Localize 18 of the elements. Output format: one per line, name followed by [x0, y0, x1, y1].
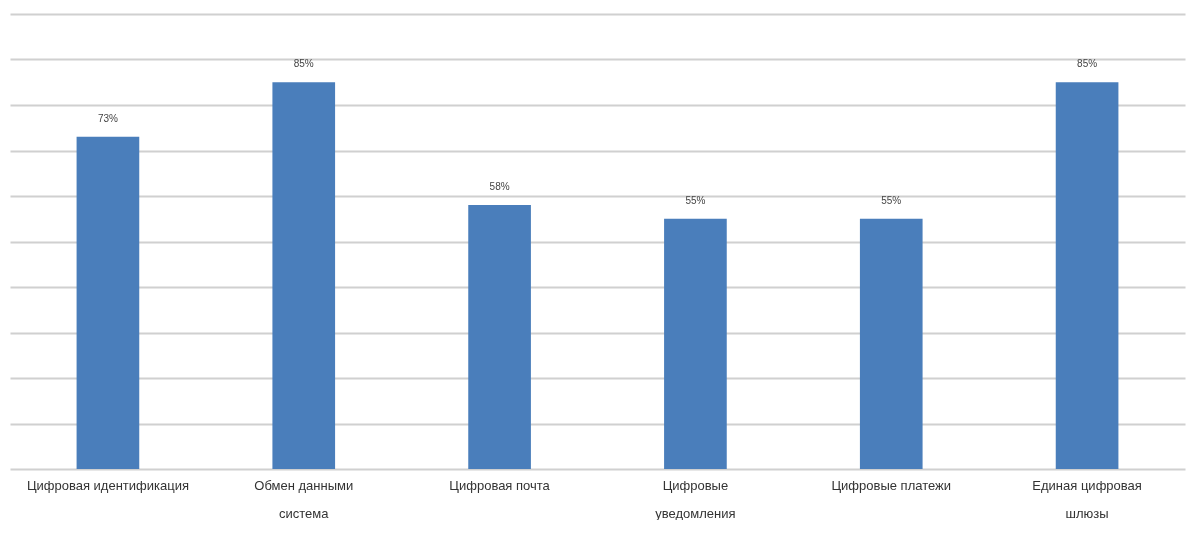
bar: [664, 218, 727, 469]
x-tick-label: Цифровые уведомления: [655, 477, 736, 521]
data-label: 85%: [1077, 58, 1098, 70]
bar: [272, 82, 336, 469]
bar: [76, 136, 140, 469]
data-label: 73%: [97, 112, 119, 124]
data-label: 55%: [881, 194, 902, 206]
x-tick-label: Обмен данными система: [254, 477, 354, 521]
x-tick-label: Цифровые платежи: [831, 477, 952, 493]
bar: [1055, 82, 1119, 469]
data-label: 55%: [685, 194, 706, 206]
x-tick-label: Цифровая почта: [449, 477, 551, 493]
data-label: 58%: [489, 181, 510, 193]
bar: [468, 205, 531, 469]
x-tick-label: Единая цифровая шлюзы: [1032, 477, 1142, 521]
data-label: 85%: [293, 58, 314, 70]
bar: [859, 218, 923, 469]
x-tick-label: Цифровая идентификация: [26, 477, 189, 493]
